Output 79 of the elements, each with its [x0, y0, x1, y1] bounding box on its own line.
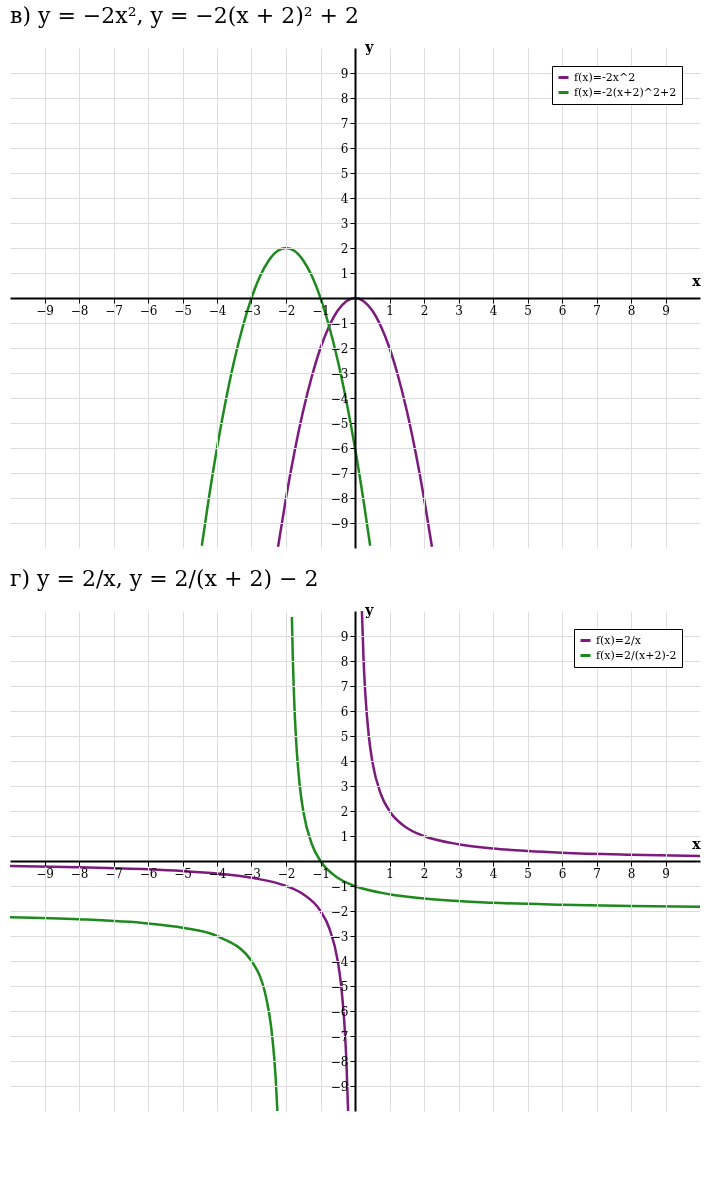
x-tick-label: −9: [36, 866, 54, 881]
x-tick-label: −3: [243, 866, 261, 881]
y-tick-label: −5: [330, 979, 349, 994]
y-tick-label: 4: [340, 754, 349, 769]
x-tick-label: 6: [558, 303, 567, 318]
chart-title: в) y = −2x², y = −2(x + 2)² + 2: [10, 3, 359, 28]
x-tick-label: 4: [489, 866, 498, 881]
legend-label: f(x)=2/x: [596, 633, 642, 647]
y-tick-label: −2: [330, 341, 349, 356]
y-tick-label: 2: [340, 241, 349, 256]
y-tick-label: 1: [340, 266, 349, 281]
x-tick-label: 7: [593, 866, 601, 881]
legend-label: f(x)=-2(x+2)^2+2: [574, 85, 677, 99]
x-tick-label: −6: [139, 866, 158, 881]
x-tick-label: 1: [386, 866, 394, 881]
x-axis-title: x: [692, 835, 702, 852]
x-tick-label: −8: [70, 303, 89, 318]
x-tick-label: −7: [105, 303, 123, 318]
x-tick-label: 6: [558, 866, 567, 881]
y-tick-label: −7: [330, 1029, 349, 1044]
y-tick-label: 1: [340, 829, 349, 844]
y-tick-label: −3: [330, 929, 349, 944]
y-tick-label: 9: [340, 66, 349, 81]
y-tick-label: 8: [340, 91, 349, 106]
x-tick-label: 1: [386, 303, 394, 318]
x-tick-label: −2: [277, 303, 296, 318]
x-tick-label: 9: [662, 303, 670, 318]
x-tick-label: −7: [105, 866, 123, 881]
y-tick-label: −1: [330, 316, 349, 331]
y-tick-label: 8: [340, 654, 349, 669]
y-tick-label: 6: [340, 141, 349, 156]
x-tick-label: 4: [489, 303, 498, 318]
y-tick-label: −2: [330, 904, 349, 919]
x-tick-label: 2: [420, 866, 429, 881]
y-tick-label: −9: [330, 516, 349, 531]
x-tick-label: −6: [139, 303, 158, 318]
chart-title: г) y = 2/x, y = 2/(x + 2) − 2: [10, 566, 319, 591]
x-tick-label: −1: [312, 866, 330, 881]
y-tick-label: −8: [330, 1054, 349, 1069]
y-tick-label: −7: [330, 466, 349, 481]
x-tick-label: 3: [455, 866, 463, 881]
y-tick-label: 6: [340, 704, 349, 719]
x-axis-title: x: [692, 272, 702, 289]
y-tick-label: 4: [340, 191, 349, 206]
y-tick-label: −6: [330, 441, 349, 456]
y-tick-label: −5: [330, 416, 349, 431]
y-tick-label: 9: [340, 629, 349, 644]
y-tick-label: 7: [340, 116, 349, 131]
x-tick-label: 5: [524, 866, 532, 881]
y-tick-label: −9: [330, 1079, 349, 1094]
legend-label: f(x)=-2x^2: [574, 70, 636, 84]
x-tick-label: 2: [420, 303, 429, 318]
x-tick-label: −8: [70, 866, 89, 881]
y-tick-label: 2: [340, 804, 349, 819]
y-tick-label: 5: [340, 729, 349, 744]
y-tick-label: 5: [340, 166, 349, 181]
x-tick-label: −9: [36, 303, 54, 318]
x-tick-label: 8: [627, 303, 636, 318]
x-tick-label: 7: [593, 303, 601, 318]
x-tick-label: 9: [662, 866, 670, 881]
y-axis-title: y: [364, 38, 375, 55]
y-tick-label: 7: [340, 679, 349, 694]
x-tick-label: 3: [455, 303, 463, 318]
x-tick-label: 8: [627, 866, 636, 881]
y-tick-label: −4: [330, 391, 349, 406]
y-tick-label: −3: [330, 366, 349, 381]
legend-label: f(x)=2/(x+2)-2: [596, 648, 677, 662]
x-tick-label: −5: [174, 303, 192, 318]
y-tick-label: −8: [330, 491, 349, 506]
y-tick-label: 3: [340, 779, 349, 794]
y-axis-title: y: [364, 601, 375, 618]
x-tick-label: −2: [277, 866, 296, 881]
line-series: [276, 296, 434, 548]
y-tick-label: 3: [340, 216, 349, 231]
x-tick-label: −4: [208, 303, 227, 318]
x-tick-label: 5: [524, 303, 532, 318]
y-tick-label: −4: [330, 954, 349, 969]
y-tick-label: −1: [330, 879, 349, 894]
y-tick-label: −6: [330, 1004, 349, 1019]
